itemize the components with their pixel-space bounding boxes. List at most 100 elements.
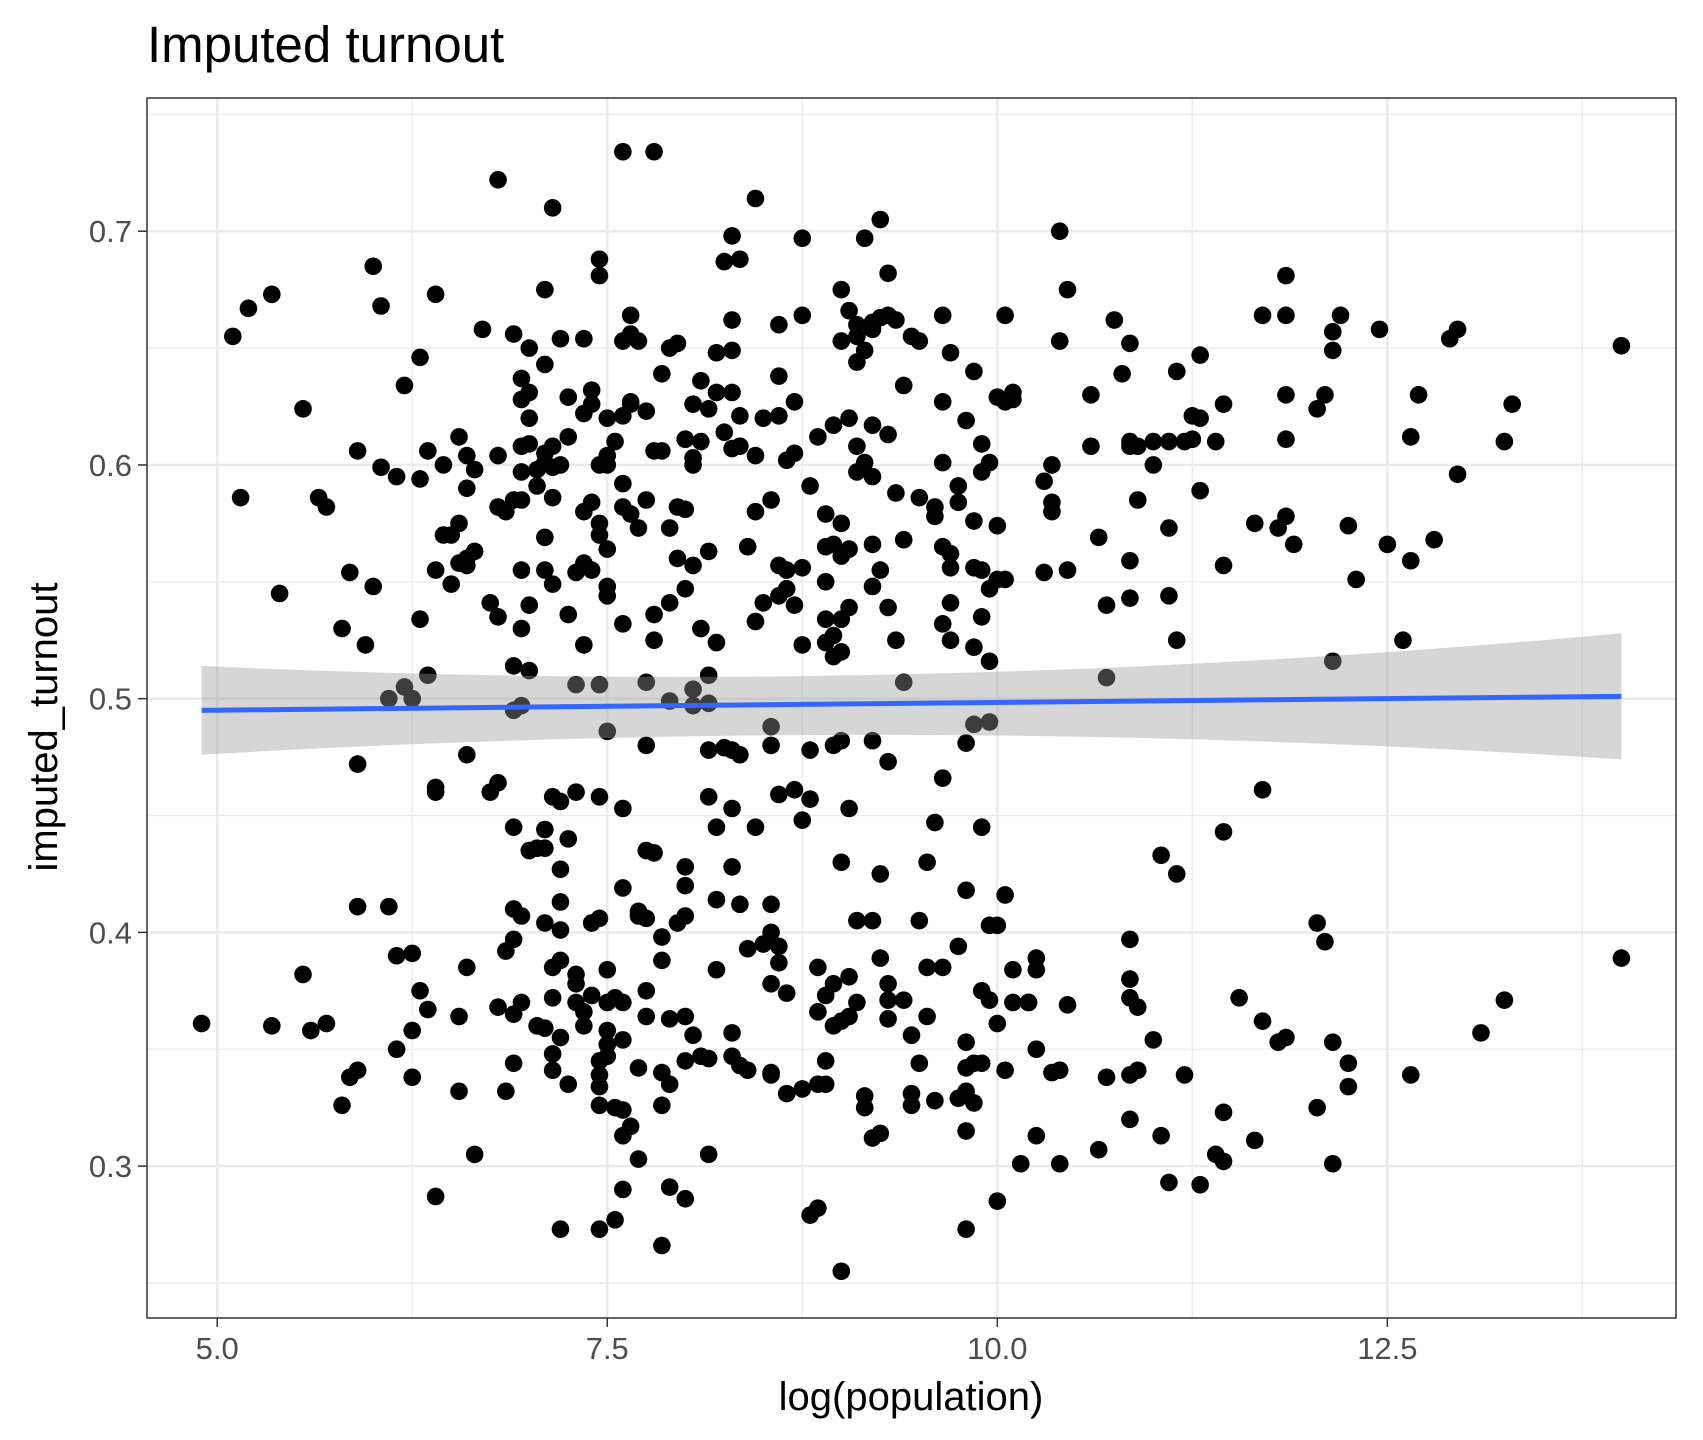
data-point (699, 1145, 718, 1164)
data-point (520, 409, 539, 427)
data-point (559, 388, 578, 406)
data-point (676, 1190, 695, 1208)
data-point (723, 858, 741, 876)
data-point (1214, 1103, 1233, 1122)
data-point (582, 986, 601, 1005)
data-point (746, 612, 765, 631)
data-point (653, 1236, 671, 1255)
data-point (598, 456, 617, 474)
data-point (528, 477, 546, 495)
data-point (770, 937, 788, 956)
data-point (863, 467, 882, 486)
data-point (1011, 1154, 1030, 1173)
grid-minor (147, 98, 1676, 1318)
data-point (621, 393, 640, 411)
data-point (551, 1220, 570, 1238)
data-point (364, 257, 383, 276)
data-point (1144, 1031, 1163, 1049)
data-point (520, 596, 539, 614)
data-point (668, 334, 687, 353)
data-point (848, 993, 866, 1012)
data-point (793, 558, 812, 577)
data-point (520, 383, 539, 402)
data-point (754, 594, 773, 612)
data-point (1277, 306, 1295, 325)
data-point (504, 930, 523, 949)
data-point (879, 425, 897, 444)
data-point (473, 320, 492, 339)
data-point (520, 661, 539, 680)
data-point (871, 561, 890, 579)
data-point (1331, 306, 1350, 325)
data-point (949, 477, 968, 495)
data-point (965, 1094, 983, 1112)
data-point (972, 435, 991, 453)
data-point (855, 341, 874, 360)
data-point (489, 998, 507, 1016)
data-point (1308, 400, 1326, 418)
data-point (629, 1150, 648, 1168)
data-point (848, 911, 866, 930)
data-point (629, 519, 648, 537)
data-point (559, 1075, 578, 1094)
x-axis: 5.0 7.5 10.0 12.5 (196, 1318, 1418, 1366)
data-point (1128, 491, 1147, 509)
data-point (575, 1003, 593, 1021)
data-point (520, 435, 539, 453)
data-point (590, 526, 609, 544)
data-point (317, 1014, 336, 1033)
data-point (1308, 914, 1326, 932)
data-point (762, 717, 780, 736)
data-point (1097, 1068, 1116, 1087)
data-point (723, 311, 741, 329)
data-point (918, 853, 936, 872)
data-point (684, 1026, 702, 1045)
data-point (793, 306, 812, 325)
data-point (902, 1026, 921, 1045)
data-point (840, 967, 858, 986)
data-point (809, 1199, 827, 1217)
data-point (637, 491, 656, 509)
data-point (590, 675, 609, 694)
data-point (637, 909, 656, 928)
plot-panel (146, 97, 1677, 1319)
data-point (793, 229, 812, 248)
data-point (879, 752, 897, 771)
data-point (723, 799, 741, 818)
data-point (567, 675, 585, 694)
data-point (660, 1010, 679, 1028)
data-point (840, 799, 858, 818)
data-point (1089, 1140, 1108, 1159)
y-tick-label: 0.6 (89, 448, 132, 483)
data-point (1409, 386, 1428, 404)
data-point (894, 991, 913, 1009)
data-point (863, 911, 882, 930)
data-point (317, 498, 336, 516)
data-point (512, 561, 531, 579)
data-point (949, 937, 968, 956)
data-point (1058, 561, 1077, 579)
data-point (465, 1145, 484, 1164)
data-point (980, 453, 999, 472)
data-point (614, 1180, 632, 1199)
data-point (731, 745, 749, 764)
data-point (465, 542, 484, 561)
data-point (1058, 996, 1077, 1014)
data-point (1167, 865, 1186, 883)
data-point (426, 561, 445, 579)
data-point (699, 1049, 718, 1068)
data-point (224, 327, 242, 346)
data-point (614, 993, 632, 1012)
data-point (770, 315, 788, 334)
data-point (676, 430, 695, 449)
data-point (887, 311, 905, 329)
data-point (770, 785, 788, 804)
data-point (988, 1014, 1007, 1033)
data-point (419, 1000, 437, 1019)
data-point (1160, 587, 1178, 605)
data-point (996, 570, 1014, 589)
data-point (1339, 1077, 1358, 1096)
data-point (590, 1220, 609, 1238)
data-point (1448, 320, 1467, 339)
data-point (871, 1124, 890, 1143)
